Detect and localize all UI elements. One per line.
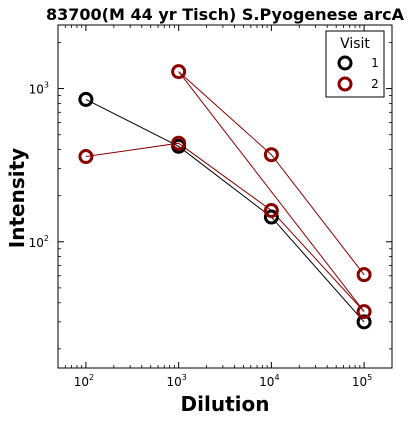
x-axis-ticks: 102 103 104 105 (74, 25, 372, 389)
x-tick-label: 103 (166, 373, 186, 389)
series-1-point (356, 314, 372, 330)
series-1-point (78, 91, 94, 107)
series-2-point (263, 203, 279, 219)
series-2-line (178, 71, 365, 312)
x-axis-label: Dilution (181, 392, 270, 416)
minor-ticks (57, 25, 393, 368)
series-points (78, 64, 372, 330)
legend-marker-1 (337, 55, 353, 71)
legend-title: Visit (340, 36, 370, 52)
y-tick-label: 102 (29, 234, 49, 250)
plot-area (57, 24, 393, 369)
legend-marker-2 (337, 76, 353, 92)
plot-frame (57, 24, 393, 369)
x-tick-label: 104 (259, 373, 279, 389)
series-1-line (85, 98, 365, 323)
legend-label-1: 1 (371, 56, 379, 70)
series-2-point (171, 135, 187, 151)
series-2-point (356, 304, 372, 320)
legend-label-2: 2 (371, 77, 379, 91)
series-lines (85, 71, 365, 323)
series-2-point (78, 149, 94, 165)
legend-box (325, 30, 385, 98)
y-axis-ticks: 102 103 (29, 81, 392, 250)
series-2-point (171, 64, 187, 80)
legend: Visit 1 2 (325, 30, 385, 98)
y-axis-label: Intensity (5, 148, 29, 248)
series-2-line (85, 142, 365, 312)
series-2-line (178, 71, 365, 276)
chart-title: 83700(M 44 yr Tisch) S.Pyogenese arcA (46, 5, 405, 24)
x-tick-label: 105 (352, 373, 372, 389)
series-2-point (356, 267, 372, 283)
series-1-point (263, 209, 279, 225)
x-tick-label: 102 (74, 373, 94, 389)
series-2-point (263, 147, 279, 163)
y-tick-label: 103 (29, 81, 49, 97)
